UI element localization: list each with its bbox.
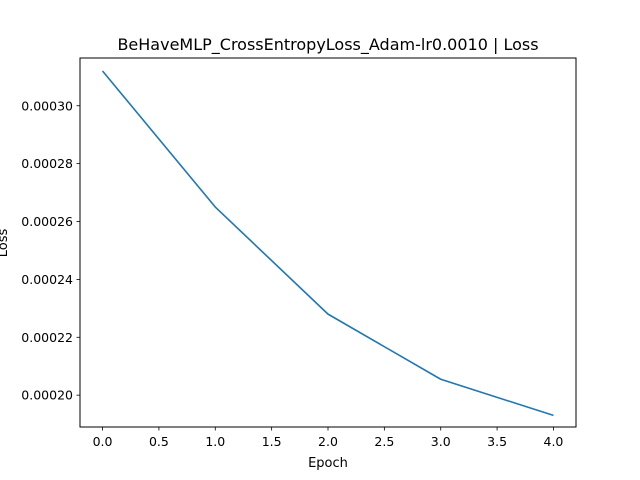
y-axis-ticks: 0.00020 0.00022 0.00024 0.00026 0.00028 0.000… <box>21 98 80 403</box>
y-tick-label: 0.00030 <box>21 98 73 113</box>
y-tick-label: 0.00026 <box>21 214 73 229</box>
y-tick-label: 0.00020 <box>21 388 73 403</box>
x-tick-label: 2.5 <box>374 434 394 449</box>
y-tick-label: 0.00028 <box>21 156 73 171</box>
y-tick-label: 0.00022 <box>21 330 73 345</box>
x-tick-label: 4.0 <box>544 434 564 449</box>
chart-title: BeHaveMLP_CrossEntropyLoss_Adam-lr0.0010… <box>117 35 538 55</box>
series-layer <box>101 70 554 417</box>
y-axis-label: Loss <box>0 229 11 258</box>
y-tick-label: 0.00024 <box>21 272 73 287</box>
plot-area-frame <box>79 57 577 428</box>
loss-line <box>101 70 554 417</box>
x-tick-label: 1.5 <box>262 434 282 449</box>
x-axis-label: Epoch <box>308 456 348 471</box>
x-axis-ticks: 0.0 0.5 1.0 1.5 2.0 2.5 3.0 3.5 4.0 <box>93 427 564 449</box>
x-tick-label: 0.5 <box>149 434 169 449</box>
x-tick-label: 2.0 <box>318 434 338 449</box>
x-tick-label: 1.0 <box>205 434 225 449</box>
x-tick-label: 3.5 <box>487 434 507 449</box>
plot-area-background <box>80 58 576 427</box>
x-tick-label: 0.0 <box>93 434 113 449</box>
x-tick-label: 3.0 <box>431 434 451 449</box>
